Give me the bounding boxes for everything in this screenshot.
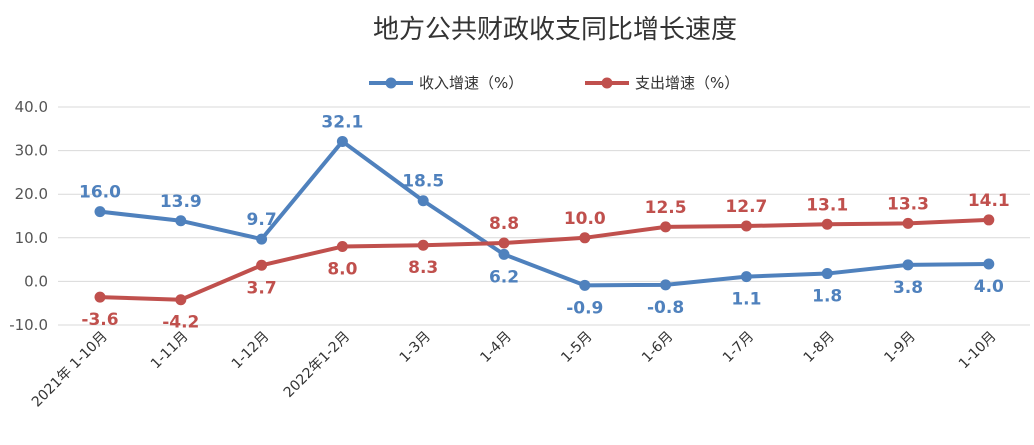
x-tick-label: 1-9月 bbox=[881, 329, 918, 366]
data-label: -0.9 bbox=[566, 298, 603, 318]
grid bbox=[58, 106, 1030, 326]
x-tick-label: 1-7月 bbox=[720, 329, 757, 366]
legend-label: 支出增速（%） bbox=[635, 74, 739, 92]
data-point bbox=[417, 195, 429, 207]
data-label: 1.8 bbox=[812, 287, 842, 307]
y-tick-label: -10.0 bbox=[9, 316, 48, 334]
data-point bbox=[498, 237, 510, 249]
data-point bbox=[417, 239, 429, 251]
data-point bbox=[983, 214, 995, 226]
data-label: 3.7 bbox=[247, 278, 277, 298]
data-point bbox=[579, 232, 591, 244]
data-label: -4.2 bbox=[162, 313, 199, 333]
data-label: -3.6 bbox=[81, 310, 118, 330]
data-label: 1.1 bbox=[731, 290, 761, 310]
x-tick-label: 1-4月 bbox=[477, 329, 514, 366]
x-tick-label: 1-3月 bbox=[397, 329, 434, 366]
data-point bbox=[256, 259, 268, 271]
x-tick-label: 1-6月 bbox=[639, 329, 676, 366]
data-label: 8.3 bbox=[408, 258, 438, 278]
x-tick-label: 1-12月 bbox=[229, 329, 273, 373]
data-point bbox=[740, 271, 752, 283]
data-point bbox=[498, 248, 510, 260]
x-tick-label: 2022年1-2月 bbox=[281, 329, 353, 401]
series-layer bbox=[94, 135, 995, 306]
data-label: 10.0 bbox=[564, 209, 606, 229]
x-tick-label: 1-5月 bbox=[558, 329, 595, 366]
data-point bbox=[336, 135, 348, 147]
y-tick-label: 40.0 bbox=[15, 98, 48, 116]
data-label: 13.9 bbox=[160, 192, 202, 212]
x-tick-label: 2021年 1-10月 bbox=[29, 329, 111, 411]
data-labels: 16.0 13.9 9.7 32.1 18.5 6.2 -0.9 -0.8 1.1 1.8 3.8 4… bbox=[79, 112, 1010, 332]
chart-title: 地方公共财政收支同比增长速度 bbox=[373, 15, 737, 45]
data-point bbox=[175, 215, 187, 227]
data-label: 8.0 bbox=[327, 260, 357, 280]
data-point bbox=[821, 218, 833, 230]
data-label: 6.2 bbox=[489, 267, 519, 287]
x-tick-label: 1-10月 bbox=[956, 329, 1000, 373]
legend: 收入增速（%） 支出增速（%） bbox=[369, 74, 739, 92]
data-label: 13.1 bbox=[806, 195, 848, 215]
y-tick-label: 0.0 bbox=[24, 272, 48, 290]
data-label: 13.3 bbox=[887, 194, 929, 214]
data-label: 14.1 bbox=[968, 191, 1010, 211]
y-tick-label: 10.0 bbox=[15, 229, 48, 247]
data-label: 16.0 bbox=[79, 183, 121, 203]
data-label: 3.8 bbox=[893, 278, 923, 298]
y-tick-label: 30.0 bbox=[15, 142, 48, 160]
legend-swatch-marker bbox=[601, 77, 613, 89]
x-axis: 2021年 1-10月 1-11月 1-12月 2022年1-2月 1-3月 1-4月 1-… bbox=[29, 329, 1000, 411]
data-point bbox=[256, 233, 268, 245]
data-label: 32.1 bbox=[321, 112, 363, 132]
y-axis: 40.0 30.0 20.0 10.0 0.0 -10.0 bbox=[9, 98, 48, 334]
data-point bbox=[660, 279, 672, 291]
data-point bbox=[740, 220, 752, 232]
data-point bbox=[175, 294, 187, 306]
data-label: 12.5 bbox=[645, 198, 687, 218]
series-line bbox=[99, 139, 989, 288]
series-line bbox=[99, 217, 989, 302]
data-label: 4.0 bbox=[974, 277, 1004, 297]
legend-label: 收入增速（%） bbox=[419, 74, 523, 92]
data-point bbox=[902, 217, 914, 229]
data-point bbox=[579, 279, 591, 291]
data-label: -0.8 bbox=[647, 298, 684, 318]
x-tick-label: 1-11月 bbox=[148, 329, 192, 373]
data-point bbox=[902, 259, 914, 271]
data-point bbox=[336, 241, 348, 253]
data-label: 8.8 bbox=[489, 214, 519, 234]
data-label: 12.7 bbox=[725, 197, 767, 217]
data-point bbox=[983, 258, 995, 270]
data-point bbox=[94, 206, 106, 218]
y-tick-label: 20.0 bbox=[15, 185, 48, 203]
data-label: 18.5 bbox=[402, 172, 444, 192]
data-point bbox=[94, 291, 106, 303]
data-point bbox=[821, 268, 833, 280]
x-tick-label: 1-8月 bbox=[801, 329, 838, 366]
data-label: 9.7 bbox=[247, 210, 277, 230]
legend-swatch-marker bbox=[385, 77, 397, 89]
data-point bbox=[660, 221, 672, 233]
